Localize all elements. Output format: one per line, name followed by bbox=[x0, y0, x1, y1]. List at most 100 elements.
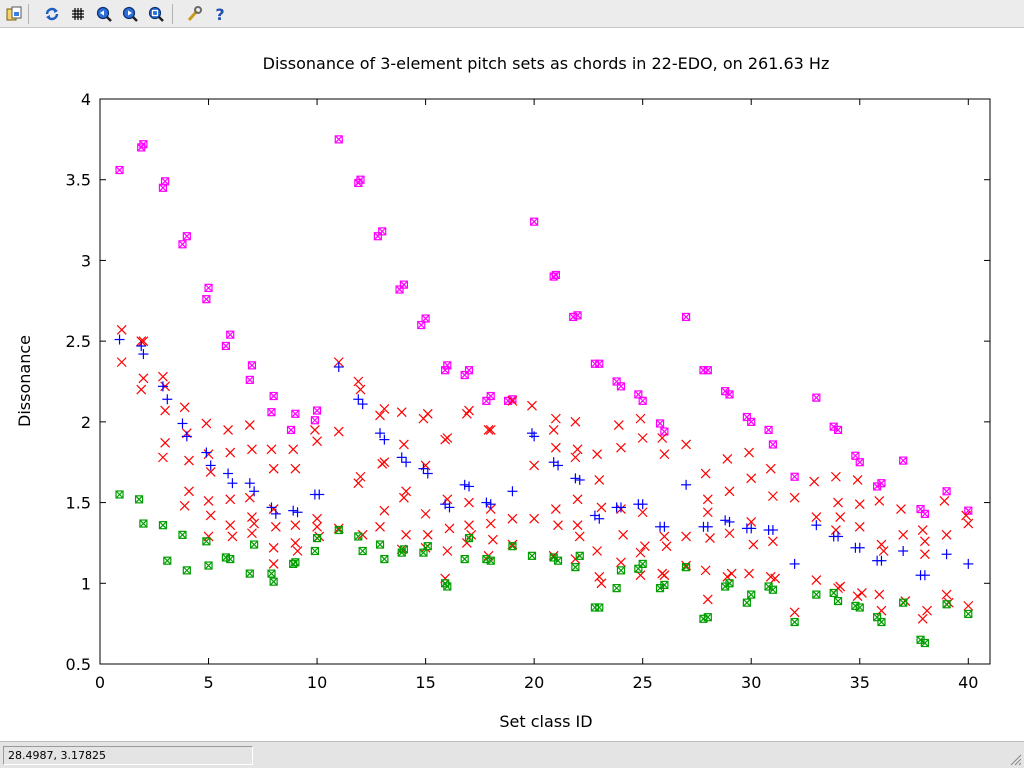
help-icon[interactable]: ? bbox=[210, 4, 230, 24]
data-point bbox=[747, 590, 756, 599]
data-point bbox=[201, 447, 212, 458]
data-point bbox=[657, 568, 668, 579]
data-point bbox=[942, 487, 951, 496]
data-point bbox=[592, 449, 603, 460]
data-point bbox=[616, 566, 626, 575]
toolbar-separator bbox=[172, 4, 173, 24]
data-point bbox=[398, 439, 409, 450]
data-point bbox=[244, 492, 255, 503]
data-point bbox=[379, 434, 390, 445]
data-point bbox=[353, 394, 364, 405]
unzoom-icon[interactable] bbox=[146, 4, 166, 24]
data-point bbox=[357, 399, 368, 410]
y-tick-label: 4 bbox=[81, 90, 91, 109]
data-point bbox=[464, 481, 475, 492]
data-point bbox=[529, 431, 540, 442]
data-point bbox=[700, 468, 711, 479]
data-point bbox=[354, 532, 363, 541]
data-point bbox=[334, 525, 343, 535]
data-point bbox=[245, 375, 254, 384]
data-point bbox=[442, 433, 453, 443]
zoom-next-icon[interactable] bbox=[120, 4, 140, 24]
data-point bbox=[874, 496, 885, 506]
copy-clipboard-icon[interactable] bbox=[4, 4, 24, 24]
data-point bbox=[375, 428, 386, 439]
zoom-previous-icon[interactable] bbox=[94, 4, 114, 24]
data-point bbox=[157, 381, 168, 392]
data-point bbox=[290, 520, 301, 531]
data-point bbox=[639, 541, 650, 552]
data-point bbox=[941, 529, 952, 540]
data-point bbox=[703, 366, 712, 375]
data-point bbox=[681, 439, 692, 450]
x-tick-label: 5 bbox=[203, 673, 213, 692]
data-point bbox=[486, 391, 495, 401]
data-point bbox=[596, 578, 607, 589]
data-point bbox=[635, 413, 646, 424]
y-tick-label: 1.5 bbox=[66, 494, 91, 513]
data-point bbox=[355, 471, 366, 482]
data-point bbox=[942, 600, 951, 609]
data-point bbox=[487, 534, 498, 545]
y-tick-label: 2.5 bbox=[66, 332, 91, 351]
data-point bbox=[550, 504, 561, 514]
data-point bbox=[225, 494, 236, 505]
toolbar-separator bbox=[28, 4, 29, 24]
data-point bbox=[270, 508, 281, 519]
data-point bbox=[247, 528, 257, 539]
data-point bbox=[178, 240, 187, 249]
data-point bbox=[443, 582, 452, 591]
data-point bbox=[920, 638, 929, 648]
data-point bbox=[114, 334, 125, 345]
data-point bbox=[655, 419, 665, 428]
data-point bbox=[181, 431, 192, 442]
data-point bbox=[288, 505, 299, 516]
resize-grip-icon[interactable] bbox=[1008, 752, 1022, 766]
data-point bbox=[961, 510, 972, 521]
data-point bbox=[399, 545, 409, 554]
data-point bbox=[380, 554, 389, 564]
data-point bbox=[812, 393, 821, 402]
data-point bbox=[160, 437, 171, 448]
data-point bbox=[379, 404, 390, 414]
data-point bbox=[422, 529, 433, 540]
data-point bbox=[379, 457, 390, 468]
data-point bbox=[616, 557, 626, 568]
data-point bbox=[700, 565, 711, 576]
data-point bbox=[833, 425, 843, 435]
data-point bbox=[182, 566, 191, 575]
replot-icon[interactable] bbox=[42, 4, 62, 24]
data-point bbox=[312, 533, 322, 543]
data-point bbox=[460, 554, 469, 564]
data-point bbox=[570, 554, 581, 564]
data-point bbox=[570, 416, 581, 427]
data-point bbox=[286, 425, 296, 435]
data-point bbox=[637, 499, 648, 510]
data-point bbox=[267, 408, 276, 417]
data-point bbox=[182, 232, 191, 241]
data-point bbox=[553, 460, 564, 471]
data-point bbox=[160, 405, 171, 416]
data-point bbox=[835, 512, 846, 523]
data-point bbox=[829, 588, 838, 598]
data-point bbox=[134, 495, 144, 504]
data-point bbox=[572, 444, 583, 455]
data-point bbox=[742, 598, 751, 607]
data-point bbox=[203, 449, 214, 460]
data-point bbox=[896, 504, 906, 514]
settings-icon[interactable] bbox=[184, 4, 204, 24]
data-point bbox=[418, 463, 429, 474]
data-point bbox=[184, 455, 194, 466]
data-point bbox=[163, 556, 172, 565]
grid-icon[interactable] bbox=[68, 4, 88, 24]
data-point bbox=[162, 394, 173, 405]
data-point bbox=[876, 555, 887, 566]
data-point bbox=[177, 418, 188, 429]
x-tick-label: 20 bbox=[524, 673, 544, 692]
data-point bbox=[878, 546, 889, 556]
chart-background bbox=[0, 28, 1024, 740]
data-point bbox=[204, 561, 213, 570]
y-tick-label: 3.5 bbox=[66, 171, 91, 190]
data-point bbox=[548, 425, 559, 435]
x-tick-label: 40 bbox=[958, 673, 978, 692]
